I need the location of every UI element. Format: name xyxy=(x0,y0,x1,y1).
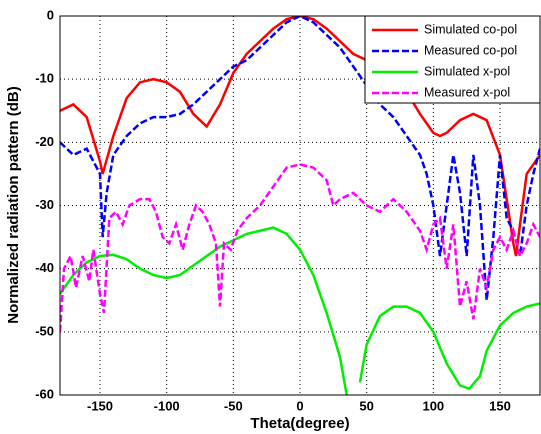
x-tick-label: -100 xyxy=(154,398,180,413)
y-tick-label: -40 xyxy=(35,260,54,275)
legend-label: Simulated x-pol xyxy=(424,64,510,78)
y-tick-label: -60 xyxy=(35,386,54,401)
x-tick-label: 100 xyxy=(422,398,444,413)
series-line xyxy=(60,16,540,257)
x-tick-label: 50 xyxy=(359,398,373,413)
x-tick-label: 150 xyxy=(489,398,511,413)
y-tick-label: -30 xyxy=(35,197,54,212)
x-tick-label: -50 xyxy=(224,398,243,413)
plot-lines xyxy=(60,16,540,395)
y-tick-label: -10 xyxy=(35,71,54,86)
legend-label: Measured x-pol xyxy=(424,85,510,99)
y-tick-label: -20 xyxy=(35,134,54,149)
y-tick-label: -50 xyxy=(35,323,54,338)
x-axis-label: Theta(degree) xyxy=(250,415,349,432)
y-axis-label: Normalized radiation pattern (dB) xyxy=(5,86,22,324)
x-tick-label: 0 xyxy=(296,398,303,413)
y-tick-label: 0 xyxy=(47,7,54,22)
x-tick-label: -150 xyxy=(87,398,113,413)
legend-label: Measured co-pol xyxy=(424,43,517,57)
series-line xyxy=(60,163,540,332)
plot-frame xyxy=(59,15,541,396)
series-line xyxy=(60,16,540,301)
series-line xyxy=(60,226,540,395)
legend-label: Simulated co-pol xyxy=(424,22,517,36)
